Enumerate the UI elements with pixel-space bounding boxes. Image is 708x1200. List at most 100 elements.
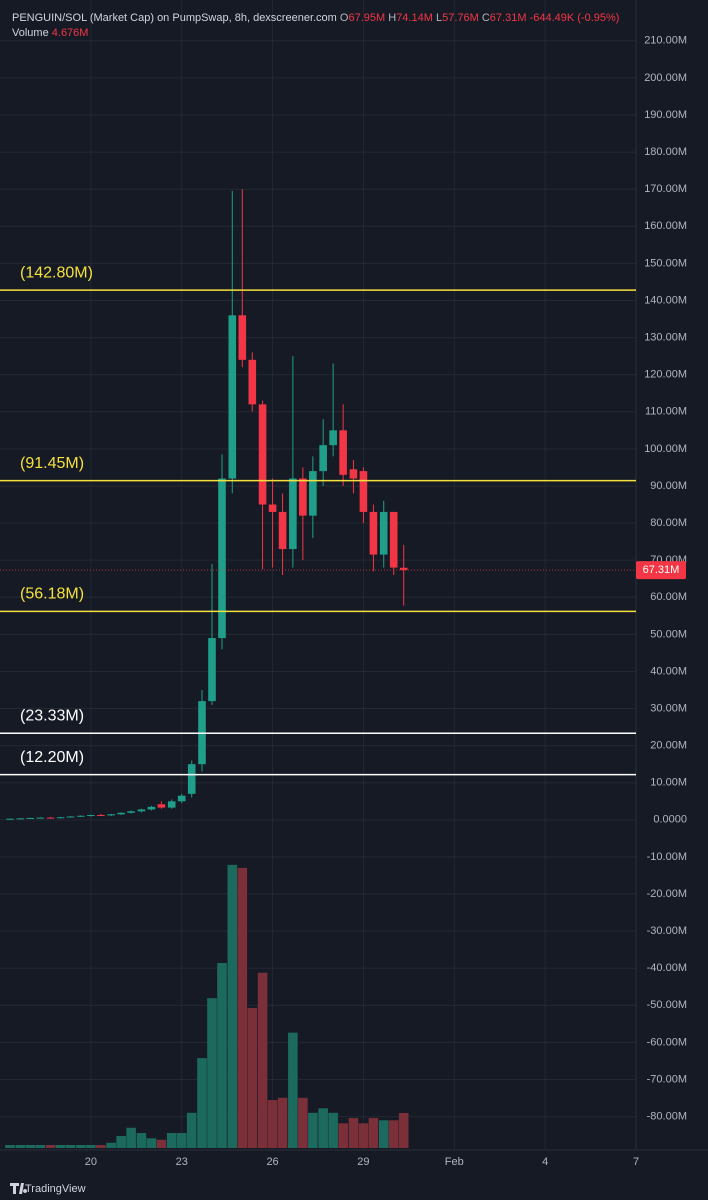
volume-bar	[15, 1145, 26, 1148]
volume-bar	[136, 1133, 147, 1148]
y-tick-label: 170.00M	[644, 183, 687, 195]
y-tick-label: 180.00M	[644, 146, 687, 158]
level-label: (23.33M)	[20, 708, 84, 725]
volume-bar	[116, 1136, 126, 1148]
volume-bar	[86, 1145, 96, 1148]
volume-bar	[328, 1112, 338, 1148]
volume-bar	[156, 1139, 167, 1148]
candle-body	[208, 638, 216, 702]
y-tick-label: 20.00M	[650, 740, 687, 752]
candle-body	[26, 817, 35, 819]
candle-body	[137, 809, 146, 812]
ohlc-value: 74.14M	[396, 12, 433, 24]
volume-bar	[338, 1123, 348, 1148]
candle-body	[258, 404, 267, 505]
candle-body	[319, 445, 327, 472]
ohlc-value: 67.31M	[489, 12, 527, 24]
y-tick-label: -10.00M	[647, 851, 687, 863]
candle-body	[389, 511, 398, 568]
candle-body	[309, 471, 317, 516]
candle-body	[248, 359, 257, 405]
candle-body	[87, 815, 95, 817]
y-tick-label: 0.0000	[653, 814, 687, 826]
candle-body	[167, 801, 176, 808]
y-tick-label: 150.00M	[644, 257, 687, 269]
volume-bar	[277, 1097, 288, 1148]
candle-body	[299, 478, 307, 516]
change: -644.49K (-0.95%)	[529, 12, 620, 24]
y-tick-label: -60.00M	[647, 1036, 687, 1048]
volume-bar	[45, 1145, 56, 1148]
volume-bar	[186, 1112, 197, 1148]
y-tick-label: 140.00M	[644, 294, 687, 306]
volume-bar	[308, 1112, 318, 1148]
brand-logo	[10, 1183, 28, 1194]
volume-bar	[76, 1145, 86, 1148]
y-tick-label: 60.00M	[650, 591, 687, 603]
y-tick-label: 90.00M	[650, 480, 687, 492]
legend-header: PENGUIN/SOL (Market Cap) on PumpSwap, 8h…	[12, 11, 619, 41]
candle-body	[238, 315, 247, 360]
candle-body	[117, 812, 125, 815]
candle-body	[359, 471, 368, 512]
candle-body	[77, 815, 85, 817]
x-tick-label: 7	[633, 1156, 639, 1168]
candle-body	[97, 815, 105, 817]
candle-body	[187, 764, 196, 794]
volume-bar	[288, 1032, 298, 1148]
ohlc-value: 67.95M	[348, 12, 386, 24]
candle-body	[268, 504, 277, 512]
volume-key: Volume	[12, 27, 49, 39]
volume-bar	[217, 962, 227, 1148]
volume-bar	[318, 1108, 328, 1148]
x-tick-label: 20	[85, 1156, 97, 1168]
volume-bar	[358, 1123, 369, 1148]
candle-body	[278, 511, 287, 550]
ohlc-value: 57.76M	[442, 12, 479, 24]
ohlc-key: C	[481, 12, 490, 24]
y-tick-label: 50.00M	[650, 628, 687, 640]
candle-body	[399, 567, 408, 571]
y-tick-label: 130.00M	[644, 331, 687, 343]
volume-bar	[378, 1120, 389, 1148]
y-tick-label: 210.00M	[644, 35, 687, 47]
candle-body	[107, 814, 115, 816]
candle-body	[157, 804, 166, 808]
candle-body	[339, 430, 347, 475]
volume-bar	[25, 1145, 36, 1148]
volume-bar	[267, 1100, 278, 1148]
volume-bar	[227, 864, 238, 1148]
candle-body	[289, 478, 297, 550]
price-tag	[636, 561, 686, 580]
candle-body	[379, 511, 388, 555]
level-label: (12.20M)	[20, 749, 84, 766]
candle-body	[46, 817, 55, 819]
volume-bar	[197, 1058, 207, 1148]
y-tick-label: -80.00M	[647, 1111, 687, 1123]
candle-body	[369, 511, 378, 555]
y-tick-label: 10.00M	[650, 777, 687, 789]
y-tick-label: -70.00M	[647, 1073, 687, 1085]
title: PENGUIN/SOL (Market Cap) on PumpSwap, 8h…	[12, 12, 337, 24]
ohlc-key: O	[339, 12, 349, 24]
y-tick-label: -50.00M	[647, 999, 687, 1011]
x-tick-label: 29	[357, 1156, 369, 1168]
y-tick-label: 120.00M	[644, 369, 687, 381]
candle-body	[218, 478, 226, 639]
volume-bar	[207, 998, 217, 1148]
candle-body	[6, 818, 14, 820]
candle-body	[349, 469, 358, 479]
volume-bar	[257, 972, 268, 1148]
y-tick-label: 160.00M	[644, 220, 687, 232]
x-tick-label: 23	[176, 1156, 188, 1168]
volume-bar	[126, 1127, 136, 1148]
y-tick-label: -40.00M	[647, 962, 687, 974]
title-row: PENGUIN/SOL (Market Cap) on PumpSwap, 8h…	[12, 11, 619, 26]
y-tick-label: 30.00M	[650, 702, 687, 714]
volume-bar	[348, 1118, 359, 1148]
level-label: (91.45M)	[20, 455, 84, 472]
candle-body	[177, 795, 186, 802]
volume-bar	[5, 1145, 15, 1148]
